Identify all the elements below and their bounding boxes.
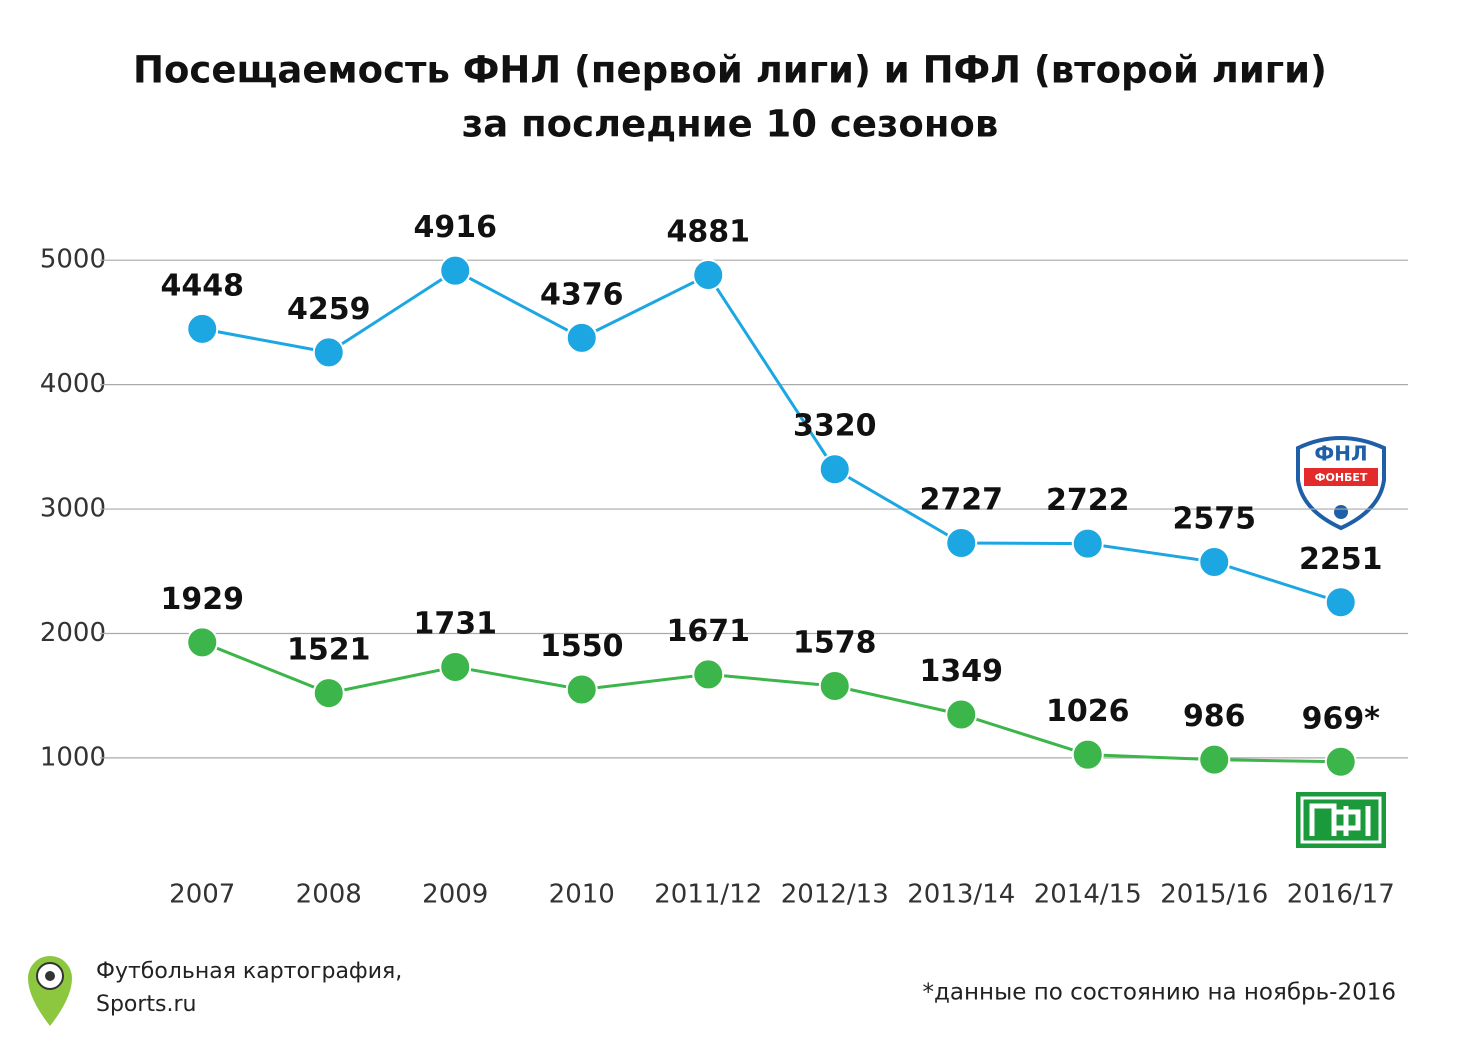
data-label: 4448 xyxy=(161,268,245,303)
data-label: 3320 xyxy=(793,409,877,444)
x-tick-label: 2012/13 xyxy=(781,880,889,910)
data-point xyxy=(186,312,219,345)
x-tick-label: 2013/14 xyxy=(907,880,1015,910)
data-label: 1578 xyxy=(793,625,877,660)
x-tick-label: 2014/15 xyxy=(1034,880,1142,910)
data-point xyxy=(186,626,219,659)
x-tick-label: 2016/17 xyxy=(1287,880,1395,910)
data-label: 2251 xyxy=(1299,542,1383,577)
data-label: 4259 xyxy=(287,292,371,327)
series-line xyxy=(201,640,1341,764)
footnote: *данные по состоянию на ноябрь-2016 xyxy=(923,980,1397,1006)
y-tick-label: 4000 xyxy=(40,369,106,399)
fnl-logo: ФНЛ ФОНБЕТ xyxy=(1296,436,1386,531)
data-point xyxy=(1071,527,1104,560)
data-label: 1349 xyxy=(920,654,1004,689)
data-label: 2575 xyxy=(1173,501,1257,536)
y-tick-label: 1000 xyxy=(40,742,106,772)
logo-text: ФОНБЕТ xyxy=(1315,471,1368,484)
data-point xyxy=(692,658,725,691)
data-label: 1026 xyxy=(1046,694,1130,729)
data-label: 986 xyxy=(1183,699,1246,734)
data-label: 2727 xyxy=(920,483,1004,518)
data-point xyxy=(1198,545,1231,578)
x-tick-label: 2015/16 xyxy=(1160,880,1268,910)
data-label: 1671 xyxy=(667,614,751,649)
data-point xyxy=(1324,586,1357,619)
data-point xyxy=(945,527,978,560)
data-label: 969* xyxy=(1302,701,1381,736)
data-label: 4376 xyxy=(540,277,624,312)
data-label: 1731 xyxy=(414,606,498,641)
data-point xyxy=(439,254,472,287)
chart-title: Посещаемость ФНЛ (первой лиги) и ПФЛ (вт… xyxy=(133,49,1327,92)
x-tick-label: 2011/12 xyxy=(654,880,762,910)
data-label: 4916 xyxy=(414,210,498,245)
data-point xyxy=(1324,745,1357,778)
data-point xyxy=(565,321,598,354)
logo-text: ФНЛ xyxy=(1314,442,1367,466)
data-label: 1929 xyxy=(161,582,245,617)
data-point xyxy=(1071,738,1104,771)
data-label: 1521 xyxy=(287,633,371,668)
data-point xyxy=(565,673,598,706)
data-point xyxy=(312,677,345,710)
data-point xyxy=(945,698,978,731)
x-tick-label: 2009 xyxy=(422,880,488,910)
y-tick-label: 5000 xyxy=(40,245,106,275)
data-point xyxy=(692,259,725,292)
chart-subtitle: за последние 10 сезонов xyxy=(462,103,999,146)
data-label: 2722 xyxy=(1046,483,1130,518)
data-point xyxy=(312,336,345,369)
x-tick-label: 2007 xyxy=(169,880,235,910)
y-tick-label: 3000 xyxy=(40,494,106,524)
data-point xyxy=(818,453,851,486)
data-point xyxy=(439,650,472,683)
data-label: 1550 xyxy=(540,629,624,664)
data-point xyxy=(1198,743,1231,776)
data-label: 4881 xyxy=(667,215,751,250)
y-tick-label: 2000 xyxy=(40,618,106,648)
source: Sports.ru xyxy=(96,992,197,1017)
source-logo xyxy=(28,956,72,1026)
x-tick-label: 2010 xyxy=(549,880,615,910)
source: Футбольная картография, xyxy=(96,959,402,984)
data-point xyxy=(818,669,851,702)
pfl-logo xyxy=(1296,792,1386,848)
series-line xyxy=(201,268,1342,604)
x-tick-label: 2008 xyxy=(296,880,362,910)
